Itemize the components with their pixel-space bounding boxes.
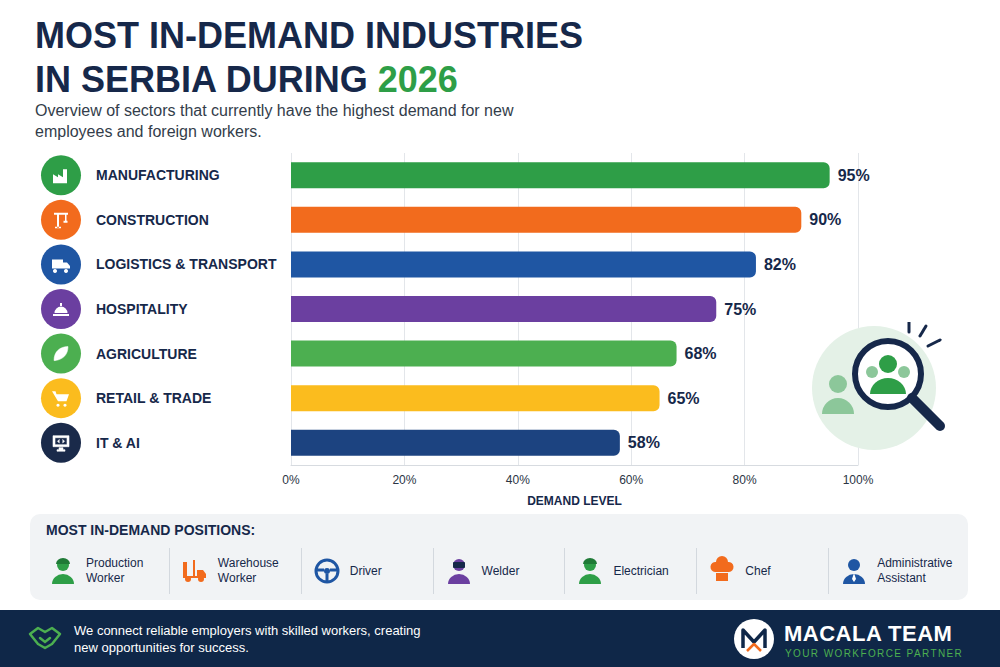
- html-text:Driver: Driver: [349, 563, 382, 578]
- svg-text:IT & AI: IT & AI: [96, 435, 140, 451]
- svg-text:RETAIL & TRADE: RETAIL & TRADE: [96, 390, 211, 406]
- html-text:MACALA TEAM: MACALA TEAM: [784, 621, 953, 646]
- svg-text:LOGISTICS & TRANSPORT: LOGISTICS & TRANSPORT: [96, 256, 277, 272]
- svg-text:65%: 65%: [668, 390, 700, 407]
- html-text:Production Worker: Production Worker: [86, 556, 144, 585]
- html-text:Welder: Welder: [481, 563, 520, 578]
- svg-text:60%: 60%: [619, 473, 643, 487]
- svg-text:90%: 90%: [809, 211, 841, 228]
- svg-text:75%: 75%: [724, 301, 756, 318]
- html-text:Administrative Assistant: Administrative Assistant: [877, 556, 953, 585]
- svg-text:68%: 68%: [685, 345, 717, 362]
- svg-text:80%: 80%: [733, 473, 757, 487]
- svg-text:20%: 20%: [392, 473, 416, 487]
- svg-text:82%: 82%: [764, 256, 796, 273]
- svg-text:AGRICULTURE: AGRICULTURE: [96, 346, 197, 362]
- svg-text:40%: 40%: [506, 473, 530, 487]
- svg-text:58%: 58%: [628, 434, 660, 451]
- svg-text:0%: 0%: [282, 473, 300, 487]
- html-text:YOUR WORKFORCE PARTNER: YOUR WORKFORCE PARTNER: [785, 648, 964, 659]
- svg-text:HOSPITALITY: HOSPITALITY: [96, 301, 188, 317]
- html-text:We connect reliable employers: We connect reliable employers with skill…: [74, 623, 421, 655]
- html-text:Warehouse Worker: Warehouse Worker: [217, 556, 279, 585]
- html-text:Chef: Chef: [745, 563, 771, 578]
- svg-text:100%: 100%: [843, 473, 874, 487]
- html-text:Electrician: Electrician: [613, 563, 669, 578]
- html-text:Overview of sectors that curre: Overview of sectors that currently have …: [35, 102, 514, 140]
- html-text:MOST IN-DEMAND POSITIONS:: MOST IN-DEMAND POSITIONS:: [46, 522, 256, 538]
- svg-text:DEMAND LEVEL: DEMAND LEVEL: [527, 494, 622, 508]
- svg-text:95%: 95%: [838, 167, 870, 184]
- html-text:MOST IN-DEMAND INDUSTRIES IN S: MOST IN-DEMAND INDUSTRIES IN SERBIA DURI…: [35, 15, 583, 100]
- svg-text:MANUFACTURING: MANUFACTURING: [96, 167, 220, 183]
- svg-text:CONSTRUCTION: CONSTRUCTION: [96, 212, 209, 228]
